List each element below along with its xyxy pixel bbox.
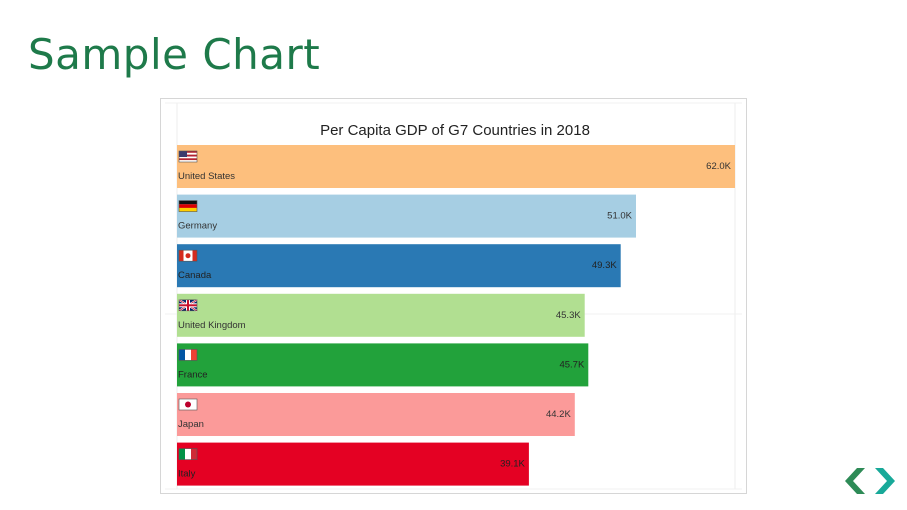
bar-6 bbox=[177, 393, 575, 436]
category-label: France bbox=[178, 369, 208, 380]
bar-3 bbox=[177, 244, 621, 288]
bar-5 bbox=[177, 343, 589, 387]
value-label: 39.1K bbox=[500, 459, 525, 470]
bar-7 bbox=[177, 442, 529, 486]
value-label: 49.3K bbox=[592, 260, 617, 271]
germany-flag-icon bbox=[178, 200, 198, 212]
slide-title: Sample Chart bbox=[28, 30, 321, 79]
france-flag-icon bbox=[178, 349, 198, 361]
canada-flag-icon bbox=[178, 249, 198, 262]
category-label: Japan bbox=[178, 419, 204, 430]
value-label: 51.0K bbox=[607, 211, 632, 222]
nav-arrows-icon[interactable] bbox=[843, 466, 897, 496]
italy-flag-icon bbox=[178, 448, 198, 460]
category-label: Italy bbox=[178, 469, 196, 480]
bar-2 bbox=[177, 194, 636, 238]
japan-flag-icon bbox=[178, 398, 198, 411]
value-label: 62.0K bbox=[706, 161, 731, 172]
chart-frame: Per Capita GDP of G7 Countries in 2018 U… bbox=[160, 98, 747, 494]
chart-title: Per Capita GDP of G7 Countries in 2018 bbox=[320, 122, 590, 139]
bar-4 bbox=[177, 293, 585, 337]
bars: United States 62.0K Germany 51.0K Canada 49.3… bbox=[177, 145, 735, 486]
uk-flag-icon bbox=[178, 298, 198, 312]
bar-chart: Per Capita GDP of G7 Countries in 2018 U… bbox=[165, 102, 742, 490]
value-label: 45.7K bbox=[559, 359, 584, 370]
category-label: United Kingdom bbox=[178, 320, 246, 331]
us-flag-icon bbox=[178, 150, 198, 163]
value-label: 45.3K bbox=[556, 310, 581, 321]
chevron-left-icon[interactable] bbox=[845, 468, 865, 494]
value-label: 44.2K bbox=[546, 409, 571, 420]
category-label: Germany bbox=[178, 221, 217, 232]
chevron-right-icon[interactable] bbox=[875, 468, 895, 494]
category-label: United States bbox=[178, 171, 235, 182]
bar-1 bbox=[177, 145, 735, 188]
category-label: Canada bbox=[178, 270, 212, 281]
